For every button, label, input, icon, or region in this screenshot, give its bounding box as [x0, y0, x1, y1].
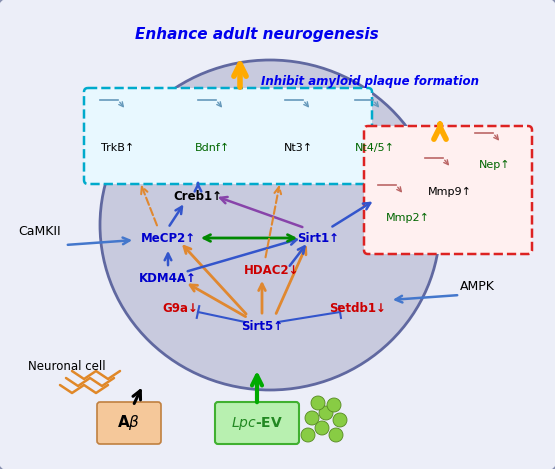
- Circle shape: [301, 428, 315, 442]
- Circle shape: [329, 428, 343, 442]
- Text: Sirt5↑: Sirt5↑: [241, 319, 283, 333]
- Text: A$\beta$: A$\beta$: [118, 414, 140, 432]
- Text: CaMKII: CaMKII: [18, 225, 60, 238]
- Text: HDAC2↓: HDAC2↓: [244, 264, 300, 277]
- FancyBboxPatch shape: [97, 402, 161, 444]
- FancyBboxPatch shape: [215, 402, 299, 444]
- Text: Mmp2↑: Mmp2↑: [386, 213, 430, 223]
- Text: TrkB↑: TrkB↑: [102, 143, 135, 153]
- Circle shape: [319, 406, 333, 420]
- Text: Sirt1↑: Sirt1↑: [297, 232, 339, 244]
- FancyBboxPatch shape: [84, 88, 372, 184]
- FancyBboxPatch shape: [364, 126, 532, 254]
- Text: Neuronal cell: Neuronal cell: [28, 360, 105, 373]
- Circle shape: [333, 413, 347, 427]
- Circle shape: [327, 398, 341, 412]
- Text: $\it{Lpc}$-EV: $\it{Lpc}$-EV: [231, 415, 283, 431]
- Text: KDM4A↑: KDM4A↑: [139, 272, 197, 285]
- Circle shape: [311, 396, 325, 410]
- Ellipse shape: [100, 60, 440, 390]
- Text: Bdnf↑: Bdnf↑: [194, 143, 230, 153]
- Text: G9a↓: G9a↓: [162, 302, 198, 315]
- Text: Nt4/5↑: Nt4/5↑: [355, 143, 395, 153]
- Text: Nt3↑: Nt3↑: [284, 143, 312, 153]
- Circle shape: [315, 421, 329, 435]
- Text: Mmp9↑: Mmp9↑: [428, 187, 472, 197]
- Text: MeCP2↑: MeCP2↑: [140, 232, 195, 244]
- Text: Inhibit amyloid plaque formation: Inhibit amyloid plaque formation: [261, 76, 479, 89]
- Text: Nep↑: Nep↑: [479, 160, 511, 170]
- Text: Enhance adult neurogenesis: Enhance adult neurogenesis: [135, 28, 379, 43]
- Text: Creb1↑: Creb1↑: [174, 189, 223, 203]
- Circle shape: [305, 411, 319, 425]
- Text: AMPK: AMPK: [460, 280, 495, 293]
- Text: Setdb1↓: Setdb1↓: [330, 302, 386, 315]
